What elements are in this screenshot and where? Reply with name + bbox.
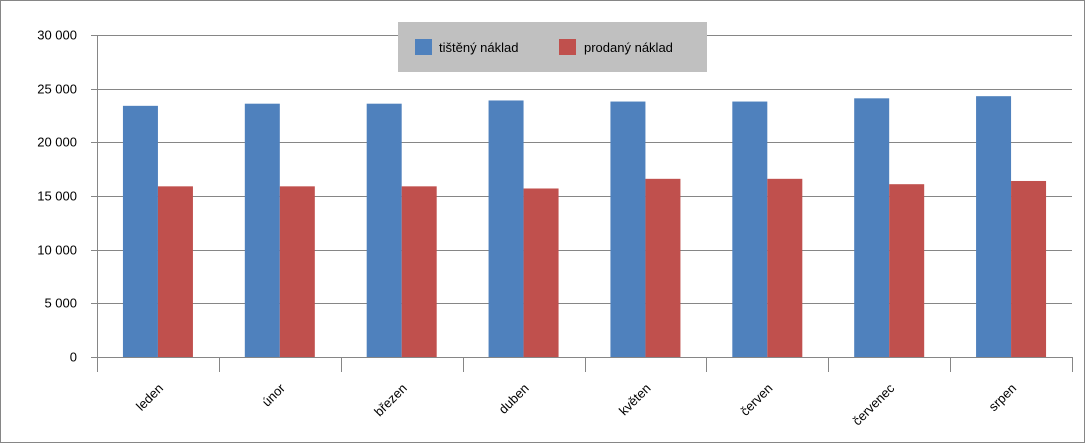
bar-sold: [523, 188, 559, 357]
legend: tištěný náklad prodaný náklad: [398, 22, 707, 72]
y-axis-tick-labels: 0 5 000 10 000 15 000 20 000 25 000 30 000: [37, 28, 77, 365]
bar-printed: [976, 96, 1012, 358]
bar-sold: [401, 186, 437, 357]
bar-printed: [732, 101, 768, 358]
legend-swatch: [559, 39, 576, 55]
bar-printed: [244, 103, 280, 358]
bars: [122, 96, 1047, 358]
legend-label: prodaný náklad: [584, 40, 673, 55]
bar-printed: [366, 103, 402, 358]
y-tick-label: 5 000: [44, 296, 77, 311]
bar-sold: [767, 178, 803, 357]
bar-printed: [854, 98, 890, 358]
bar-sold: [889, 184, 925, 357]
legend-swatch: [415, 39, 432, 55]
bar-printed: [610, 101, 646, 358]
y-tick-label: 10 000: [37, 243, 77, 258]
bar-sold: [279, 186, 315, 357]
bar-sold: [645, 178, 681, 357]
y-tick-label: 0: [70, 350, 77, 365]
legend-label: tištěný náklad: [439, 40, 519, 55]
y-tick-label: 25 000: [37, 82, 77, 97]
y-tick-label: 30 000: [37, 28, 77, 43]
axes: [91, 35, 1073, 372]
y-tick-label: 15 000: [37, 189, 77, 204]
bar-printed: [488, 100, 524, 358]
bar-sold: [1011, 180, 1047, 357]
bar-printed: [122, 105, 158, 357]
legend-box: [398, 22, 707, 72]
y-tick-label: 20 000: [37, 135, 77, 150]
bar-sold: [157, 186, 193, 357]
